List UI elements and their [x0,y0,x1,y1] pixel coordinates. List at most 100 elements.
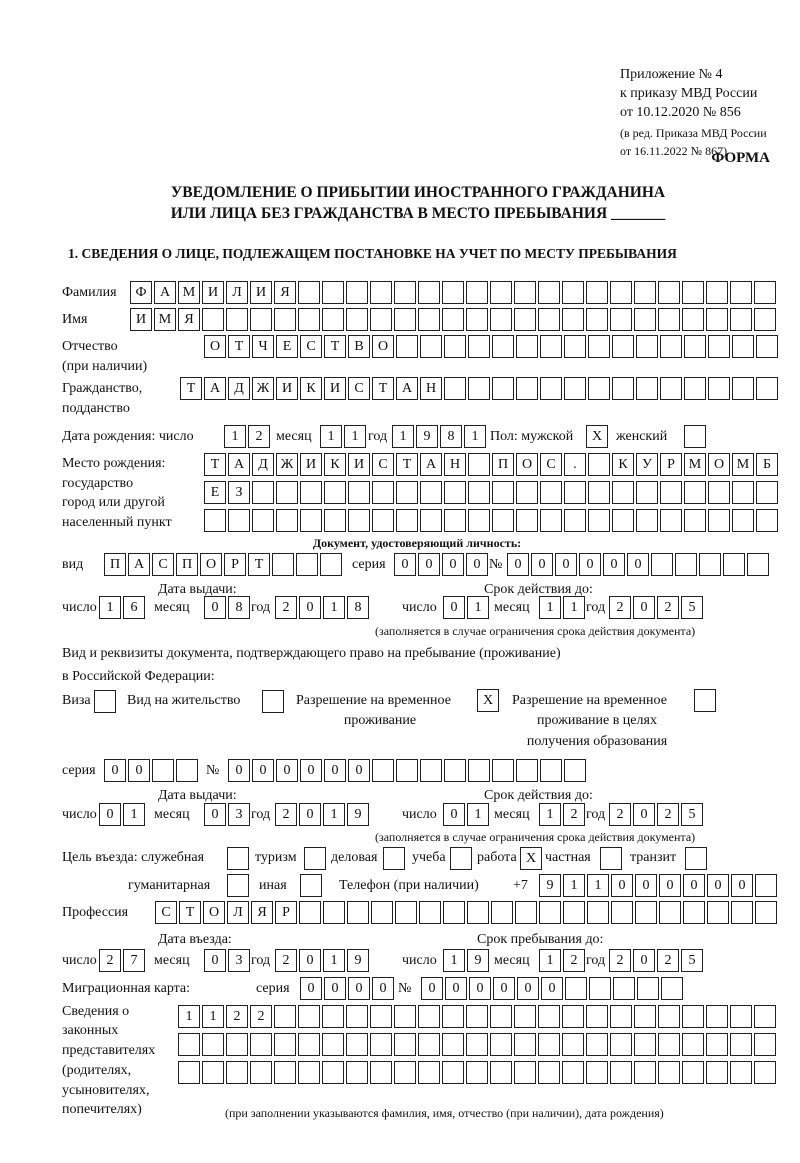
char-cell[interactable] [252,481,274,504]
char-cell[interactable] [538,281,560,304]
char-cell[interactable] [178,1033,200,1056]
birth-place-field-3[interactable] [204,509,778,532]
char-cell[interactable] [732,335,754,358]
char-cell[interactable]: Т [372,377,394,400]
char-cell[interactable]: Л [227,901,249,924]
char-cell[interactable] [588,509,610,532]
char-cell[interactable] [348,481,370,504]
char-cell[interactable] [707,901,729,924]
char-cell[interactable] [274,1005,296,1028]
char-cell[interactable] [562,1005,584,1028]
char-cell[interactable] [346,1033,368,1056]
char-cell[interactable] [708,377,730,400]
char-cell[interactable] [651,553,673,576]
char-cell[interactable]: 0 [445,977,467,1000]
char-cell[interactable]: 2 [248,425,270,448]
char-cell[interactable]: 2 [657,596,679,619]
char-cell[interactable]: М [684,453,706,476]
char-cell[interactable]: 0 [469,977,491,1000]
char-cell[interactable]: 1 [202,1005,224,1028]
char-cell[interactable]: 0 [228,759,250,782]
char-cell[interactable]: 9 [347,803,369,826]
char-cell[interactable] [346,1005,368,1028]
char-cell[interactable] [684,425,706,448]
char-cell[interactable] [562,281,584,304]
char-cell[interactable] [394,281,416,304]
char-cell[interactable]: 0 [493,977,515,1000]
char-cell[interactable] [610,1005,632,1028]
char-cell[interactable]: 0 [204,803,226,826]
char-cell[interactable] [444,481,466,504]
char-cell[interactable] [514,308,536,331]
char-cell[interactable] [176,759,198,782]
char-cell[interactable] [636,377,658,400]
char-cell[interactable] [420,335,442,358]
char-cell[interactable] [754,1005,776,1028]
char-cell[interactable]: 2 [226,1005,248,1028]
residence-checkbox[interactable] [262,690,284,713]
char-cell[interactable]: Р [275,901,297,924]
char-cell[interactable] [250,308,272,331]
char-cell[interactable] [514,1005,536,1028]
char-cell[interactable]: 1 [392,425,414,448]
char-cell[interactable] [600,847,622,870]
char-cell[interactable]: П [104,553,126,576]
char-cell[interactable]: 0 [541,977,563,1000]
char-cell[interactable]: А [154,281,176,304]
char-cell[interactable] [152,759,174,782]
purpose-official-checkbox[interactable] [227,847,249,870]
char-cell[interactable]: 1 [224,425,246,448]
char-cell[interactable] [685,847,707,870]
char-cell[interactable]: Т [179,901,201,924]
char-cell[interactable]: З [228,481,250,504]
char-cell[interactable] [274,308,296,331]
char-cell[interactable]: К [612,453,634,476]
char-cell[interactable]: 9 [416,425,438,448]
char-cell[interactable] [587,901,609,924]
char-cell[interactable] [492,509,514,532]
char-cell[interactable]: 0 [299,803,321,826]
char-cell[interactable] [562,308,584,331]
char-cell[interactable] [708,509,730,532]
char-cell[interactable] [706,281,728,304]
char-cell[interactable] [418,1005,440,1028]
char-cell[interactable] [612,481,634,504]
char-cell[interactable] [754,1061,776,1084]
char-cell[interactable]: 0 [299,949,321,972]
char-cell[interactable]: 1 [323,803,345,826]
char-cell[interactable]: С [348,377,370,400]
char-cell[interactable] [372,509,394,532]
char-cell[interactable] [730,308,752,331]
char-cell[interactable] [226,308,248,331]
char-cell[interactable] [658,1033,680,1056]
char-cell[interactable] [450,847,472,870]
char-cell[interactable]: 0 [611,874,633,897]
char-cell[interactable] [660,509,682,532]
char-cell[interactable] [300,509,322,532]
char-cell[interactable] [370,1061,392,1084]
char-cell[interactable] [564,759,586,782]
char-cell[interactable]: 0 [99,803,121,826]
char-cell[interactable]: 7 [123,949,145,972]
char-cell[interactable]: О [203,901,225,924]
char-cell[interactable]: 0 [421,977,443,1000]
char-cell[interactable]: Д [228,377,250,400]
char-cell[interactable]: К [324,453,346,476]
char-cell[interactable] [755,901,777,924]
char-cell[interactable]: О [372,335,394,358]
char-cell[interactable]: Ч [252,335,274,358]
char-cell[interactable]: X [477,689,499,712]
char-cell[interactable]: А [204,377,226,400]
char-cell[interactable] [468,481,490,504]
char-cell[interactable] [298,1005,320,1028]
char-cell[interactable] [370,1033,392,1056]
char-cell[interactable]: С [155,901,177,924]
char-cell[interactable] [467,901,489,924]
char-cell[interactable] [252,509,274,532]
